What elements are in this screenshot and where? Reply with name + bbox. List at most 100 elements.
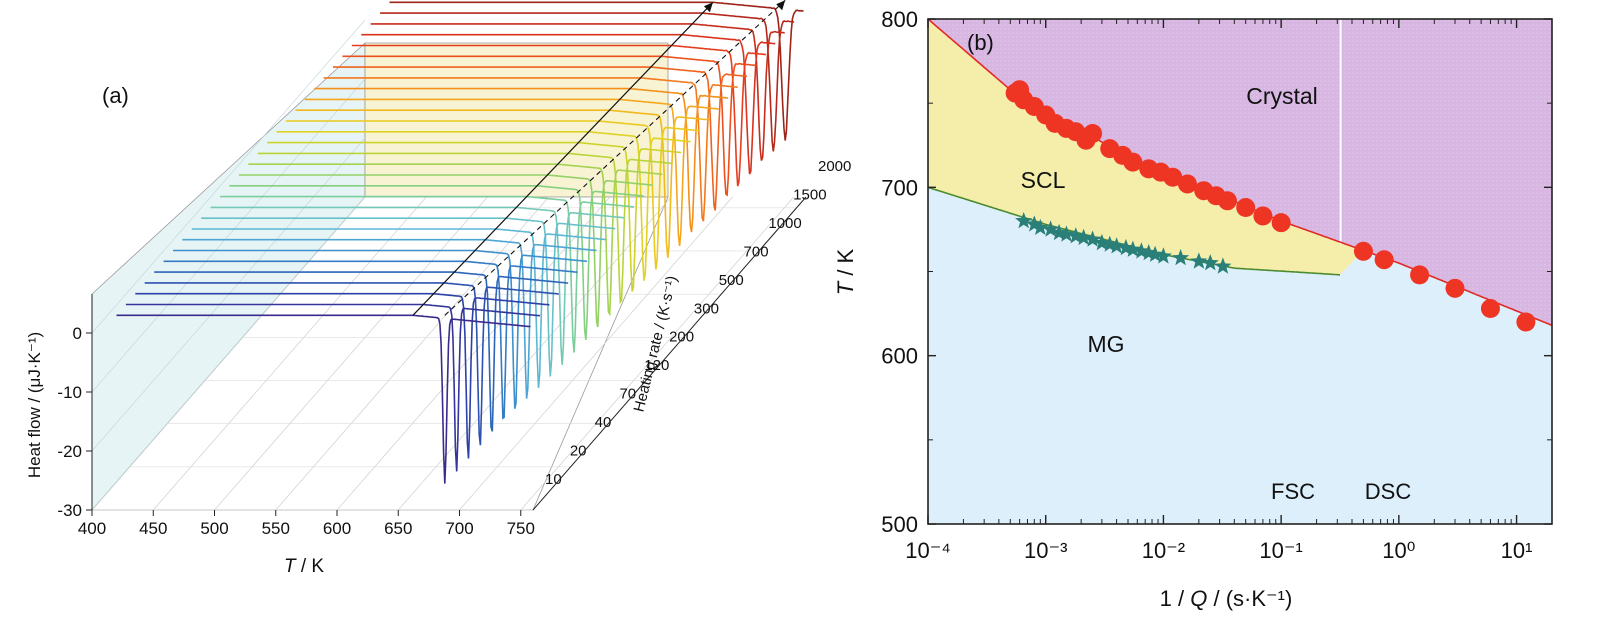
heat-flow-curve xyxy=(389,1,804,141)
panel-a-label: (a) xyxy=(102,83,129,108)
x-tick-label: 400 xyxy=(78,519,106,538)
z-tick-label: 40 xyxy=(595,414,612,431)
glass-transition-point xyxy=(1084,230,1102,247)
heat-flow-curve xyxy=(135,292,550,459)
phase-regions xyxy=(928,19,1552,524)
heat-flow-curve xyxy=(314,87,729,233)
x-tick-label: 700 xyxy=(445,519,473,538)
crystal-point xyxy=(1374,250,1394,270)
panel-b-y-axis-label: T / K xyxy=(833,248,858,295)
mg-region-label: MG xyxy=(1087,331,1124,357)
x-tick-label: 500 xyxy=(200,519,228,538)
glass-transition-point xyxy=(1031,218,1049,235)
panel-b-phase-diagram: 500 600 700 800 10⁻⁴ 10⁻³ 10⁻² 10⁻¹ 10⁰ 10¹ (b) C… xyxy=(833,7,1553,611)
glass-transition-point xyxy=(1172,249,1190,266)
z-tick-label: 1000 xyxy=(768,215,801,232)
heat-flow-curve xyxy=(323,77,738,222)
guide-arrowhead xyxy=(776,0,786,11)
crystal-point xyxy=(1516,312,1536,332)
heat-flow-curve xyxy=(210,206,625,365)
crystal-region-label: Crystal xyxy=(1246,83,1318,109)
heat-flow-curve xyxy=(191,228,607,388)
x-tick-label: 550 xyxy=(262,519,290,538)
panel-a-ticks: 400 450 500 550 600 650 700 750 0 -10 -20 -30 10 20 40… xyxy=(57,158,851,538)
crystal-point xyxy=(1271,213,1291,233)
crystal-point xyxy=(1083,123,1103,143)
heat-flow-curve xyxy=(163,260,578,420)
panel-b-label: (b) xyxy=(967,30,994,55)
z-tick-label: 300 xyxy=(694,300,719,317)
scl-region xyxy=(928,19,1364,275)
heat-flow-curve xyxy=(333,66,748,211)
crystal-point xyxy=(1410,265,1430,285)
x-tick-label: 10¹ xyxy=(1501,538,1533,563)
panel-a-x-axis-label: T / K xyxy=(284,556,324,577)
heat-flow-curve xyxy=(220,195,635,353)
y-tick-label: 700 xyxy=(881,175,918,200)
heat-flow-curve xyxy=(276,131,691,281)
z-axis-line xyxy=(532,196,807,511)
crystal-point xyxy=(1236,198,1256,218)
heat-flow-curve xyxy=(248,163,663,317)
heat-flow-curve xyxy=(144,282,559,446)
heat-flow-curve xyxy=(238,174,654,328)
glass-transition-point xyxy=(1015,212,1033,229)
heat-flow-curve xyxy=(351,44,767,187)
z-tick-label: 700 xyxy=(744,243,769,260)
heat-flow-curve xyxy=(201,217,616,377)
crystal-point xyxy=(1480,299,1500,319)
glass-transition-point xyxy=(1190,252,1208,269)
heat-flow-curve xyxy=(116,314,531,484)
heat-flow-curve xyxy=(304,98,719,246)
heat-flow-curve xyxy=(342,55,757,197)
heat-flow-curve xyxy=(361,33,776,175)
x-tick-label: 450 xyxy=(139,519,167,538)
x-tick-label: 600 xyxy=(323,519,351,538)
crystal-point xyxy=(1253,206,1273,226)
glass-transition-point xyxy=(1025,215,1043,232)
z-tick-label: 1500 xyxy=(793,186,826,203)
x-tick-label: 750 xyxy=(507,519,535,538)
heat-flow-curve xyxy=(285,120,701,270)
glass-transition-point xyxy=(1042,220,1060,237)
heat-flow-curve xyxy=(380,12,795,152)
glass-transition-point xyxy=(1154,247,1172,264)
x-tick-label: 650 xyxy=(384,519,412,538)
panel-a-y-axis-label: Heat flow / (μJ·K⁻¹) xyxy=(25,332,44,478)
heat-flow-curve xyxy=(267,141,682,292)
data-markers xyxy=(1005,80,1536,332)
floor-grid-t xyxy=(275,196,550,511)
glass-transition-point xyxy=(1075,228,1093,246)
back-wall xyxy=(364,42,669,198)
floor-grid-t xyxy=(520,196,795,511)
panel-b-x-axis-label: 1 / Q / (s·K⁻¹) xyxy=(1160,586,1293,611)
heat-flow-curves xyxy=(116,1,804,484)
z-tick-label: 70 xyxy=(619,386,636,403)
heat-flow-curve xyxy=(229,185,644,341)
y-tick-label: -30 xyxy=(57,501,82,520)
z-tick-label: 10 xyxy=(545,471,562,488)
glass-transition-point xyxy=(1108,237,1126,254)
dsc-label: DSC xyxy=(1365,479,1412,504)
z-tick-label: 200 xyxy=(669,329,694,346)
glass-transition-point xyxy=(1057,225,1075,242)
crystal-point xyxy=(1177,174,1197,194)
y-tick-label: 500 xyxy=(881,512,918,537)
glass-transition-point xyxy=(1124,240,1142,257)
guide-lines xyxy=(412,0,786,316)
heat-flow-curve xyxy=(154,271,569,432)
y-tick-label: 0 xyxy=(73,324,82,343)
z-tick-label: 2000 xyxy=(818,158,851,175)
heat-flow-curve xyxy=(257,152,672,305)
z-tick-label: 20 xyxy=(570,443,587,460)
y-tick-label: -10 xyxy=(57,383,82,402)
glass-transition-point xyxy=(1214,257,1232,274)
x-tick-label: 10⁻¹ xyxy=(1259,538,1302,563)
floor-grid-t xyxy=(152,196,427,511)
x-tick-label: 10⁻² xyxy=(1142,538,1185,563)
glass-transition-point xyxy=(1146,245,1164,262)
crystal-point xyxy=(1353,241,1373,261)
heat-flow-curve xyxy=(182,238,597,399)
panel-a-3d-chart: 400 450 500 550 600 650 700 750 0 -10 -20 -30 10 20 40… xyxy=(25,0,851,577)
heat-flow-curve xyxy=(295,109,710,258)
